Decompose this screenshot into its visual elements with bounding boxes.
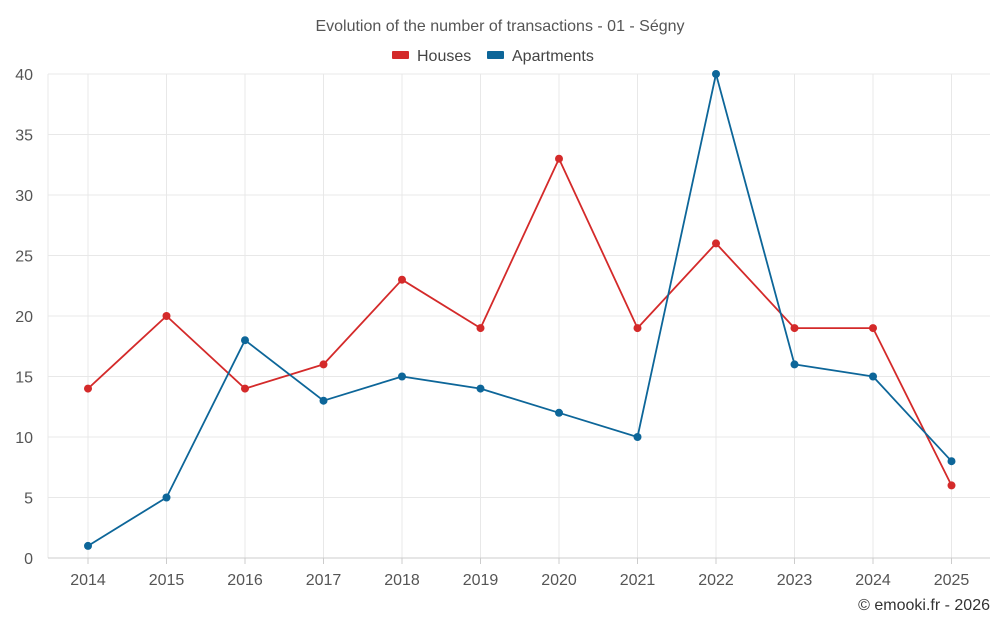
chart-title: Evolution of the number of transactions … — [315, 18, 684, 35]
x-tick-label: 2022 — [698, 572, 734, 589]
y-tick-label: 0 — [24, 551, 33, 568]
data-point-houses[interactable] — [633, 324, 642, 333]
data-point-houses[interactable] — [869, 324, 877, 333]
legend-item-apartments[interactable]: Apartments — [487, 48, 594, 65]
series-line-apartments — [87, 73, 953, 547]
data-point-houses[interactable] — [241, 384, 249, 393]
data-point-apartments[interactable] — [947, 457, 956, 466]
x-tick-label: 2014 — [70, 572, 106, 589]
data-point-houses[interactable] — [947, 481, 956, 490]
legend-label: Apartments — [512, 48, 594, 65]
y-tick-label: 30 — [15, 188, 33, 205]
y-tick-label: 15 — [15, 370, 33, 387]
legend-label: Houses — [417, 48, 471, 65]
x-tick-label: 2021 — [620, 572, 656, 589]
x-tick-label: 2016 — [227, 572, 263, 589]
x-tick-label: 2018 — [384, 572, 420, 589]
legend: Houses Apartments — [392, 48, 594, 65]
data-point-apartments[interactable] — [790, 360, 799, 369]
series-houses — [84, 154, 956, 490]
data-point-houses[interactable] — [555, 154, 563, 163]
x-gridlines — [47, 74, 952, 564]
y-gridlines — [48, 73, 990, 498]
data-point-apartments[interactable] — [476, 384, 485, 393]
data-point-houses[interactable] — [398, 275, 406, 284]
series-layer — [84, 70, 956, 550]
data-point-apartments[interactable] — [869, 372, 877, 381]
legend-swatch — [487, 51, 504, 59]
x-axis-ticks: 2014 2015 2016 2017 2018 2019 2020 2021 2022 2023… — [70, 572, 969, 589]
x-tick-label: 2020 — [541, 572, 577, 589]
x-tick-label: 2023 — [777, 572, 813, 589]
data-point-houses[interactable] — [84, 384, 92, 393]
y-tick-label: 10 — [15, 430, 33, 447]
credit-text: © emooki.fr - 2026 — [858, 597, 990, 614]
data-point-apartments[interactable] — [633, 433, 642, 441]
y-tick-label: 20 — [15, 309, 33, 326]
x-tick-label: 2025 — [934, 572, 970, 589]
y-axis-ticks: 0 5 10 15 20 25 30 35 40 — [15, 67, 33, 568]
data-point-apartments[interactable] — [162, 493, 171, 502]
series-line-houses — [87, 157, 953, 486]
data-point-houses[interactable] — [712, 239, 720, 248]
data-point-apartments[interactable] — [712, 70, 720, 78]
data-point-apartments[interactable] — [84, 541, 92, 550]
data-point-houses[interactable] — [790, 324, 799, 333]
data-point-apartments[interactable] — [319, 396, 328, 405]
data-point-apartments[interactable] — [398, 372, 406, 381]
legend-item-houses[interactable]: Houses — [392, 48, 471, 65]
x-tick-label: 2015 — [149, 572, 185, 589]
data-point-apartments[interactable] — [241, 336, 249, 345]
y-tick-label: 40 — [15, 67, 33, 84]
x-tick-label: 2019 — [463, 572, 499, 589]
data-point-apartments[interactable] — [555, 408, 563, 417]
data-point-houses[interactable] — [476, 324, 485, 333]
x-tick-label: 2024 — [855, 572, 891, 589]
series-apartments — [84, 70, 956, 550]
y-tick-label: 35 — [15, 128, 33, 145]
y-tick-label: 25 — [15, 249, 33, 266]
data-point-houses[interactable] — [162, 312, 171, 320]
legend-swatch — [392, 51, 409, 59]
x-tick-label: 2017 — [306, 572, 342, 589]
y-tick-label: 5 — [24, 491, 33, 508]
data-point-houses[interactable] — [319, 360, 328, 369]
